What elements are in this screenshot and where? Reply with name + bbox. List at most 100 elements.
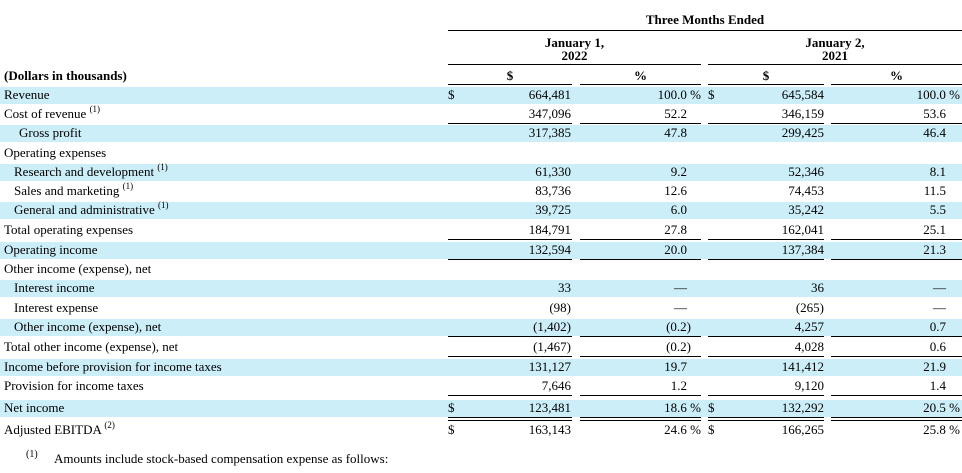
- row-label-text: Sales and marketing: [14, 183, 120, 198]
- percent-cell: 20.0: [664, 242, 687, 257]
- percent-cell: 0.7: [929, 319, 946, 334]
- percent-cell: 8.1: [929, 164, 946, 179]
- dollar-sign: $: [448, 422, 455, 437]
- row-band: [0, 202, 962, 219]
- percent-cell: 47.8: [664, 125, 687, 140]
- amount-cell: (1,467): [533, 339, 571, 354]
- col2-dollar-head: $: [762, 68, 770, 83]
- percent-cell: 25.8 %: [923, 422, 960, 437]
- percent-cell: 21.3: [923, 242, 946, 257]
- amount-cell: 299,425: [781, 125, 824, 140]
- row-label: Interest income: [14, 280, 95, 296]
- row-label-text: Revenue: [4, 87, 50, 102]
- col1-date-line2: 2022: [561, 48, 588, 63]
- row-label-text: General and administrative: [14, 202, 155, 217]
- row-label: General and administrative (1): [14, 200, 169, 218]
- percent-cell: (0.2): [666, 339, 691, 354]
- row-band: [0, 280, 962, 297]
- row-label: Adjusted EBITDA (2): [4, 420, 115, 438]
- total-rule: [580, 123, 701, 124]
- total-rule: [448, 259, 572, 260]
- amount-cell: 137,384: [781, 242, 824, 257]
- row-label-text: Cost of revenue: [4, 106, 87, 121]
- percent-cell: 5.5: [929, 202, 946, 217]
- col1-date-rule: [448, 64, 701, 65]
- total-rule: [580, 356, 701, 357]
- percent-cell: 46.4: [923, 125, 946, 140]
- row-label: Other income (expense), net: [14, 319, 161, 335]
- total-rule: [708, 395, 824, 396]
- total-rule: [448, 395, 572, 396]
- row-label-text: Interest expense: [14, 300, 99, 315]
- total-rule: [448, 356, 572, 357]
- row-label: Operating expenses: [4, 145, 106, 161]
- percent-cell: 1.4: [929, 378, 946, 393]
- dollar-sign: $: [708, 422, 715, 437]
- total-rule: [580, 336, 701, 337]
- amount-cell: 7,646: [541, 378, 571, 393]
- col1-dollar-head-rule: [448, 84, 572, 85]
- percent-cell: 0.6: [929, 339, 946, 354]
- row-label: Total operating expenses: [4, 222, 133, 238]
- col2-pct-head-rule: [831, 84, 962, 85]
- total-rule: [580, 239, 701, 240]
- amount-cell: 4,257: [794, 319, 824, 334]
- footnote-ref: (1): [157, 162, 168, 172]
- total-rule: [708, 239, 824, 240]
- percent-cell: —: [674, 280, 687, 295]
- amount-cell: 132,594: [528, 242, 571, 257]
- row-label: Interest expense: [14, 300, 98, 316]
- row-band: [0, 359, 962, 376]
- double-rule: [708, 417, 824, 421]
- row-label: Research and development (1): [14, 162, 168, 180]
- footnote-ref: (1): [122, 181, 134, 191]
- footnote-text: Amounts include stock-based compensation…: [54, 451, 389, 466]
- amount-cell: 39,725: [535, 202, 571, 217]
- col1-date-line1: January 1,: [544, 35, 605, 50]
- total-rule: [708, 123, 824, 124]
- total-rule: [831, 123, 962, 124]
- row-label-text: Income before provision for income taxes: [4, 359, 222, 374]
- amount-cell: 162,041: [781, 222, 824, 237]
- row-band: [0, 319, 962, 336]
- amount-cell: 346,159: [781, 106, 824, 121]
- amount-cell: 141,412: [781, 359, 824, 374]
- row-label: Gross profit: [19, 125, 81, 141]
- row-label-text: Other income (expense), net: [4, 261, 152, 276]
- total-rule: [708, 259, 824, 260]
- row-label-text: Research and development: [14, 164, 155, 179]
- row-label: Other income (expense), net: [4, 261, 151, 277]
- total-rule: [708, 356, 824, 357]
- amount-cell: 36: [811, 280, 824, 295]
- row-label-text: Operating income: [4, 242, 98, 257]
- row-label-text: Provision for income taxes: [4, 378, 144, 393]
- col1-pct-head-rule: [580, 84, 701, 85]
- row-label-text: Gross profit: [19, 125, 82, 140]
- col2-date-line2: 2021: [822, 48, 848, 63]
- percent-cell: 6.0: [670, 202, 687, 217]
- footnote-marker: (1): [26, 449, 38, 460]
- col2-dollar-head-rule: [708, 84, 824, 85]
- row-label: Revenue: [4, 87, 49, 103]
- percent-cell: 18.6 %: [664, 400, 701, 415]
- total-rule: [831, 259, 962, 260]
- amount-cell: (1,402): [533, 319, 571, 334]
- col1-pct-head: %: [634, 68, 647, 83]
- footnote-ref: (1): [89, 104, 101, 114]
- percent-cell: 9.2: [670, 164, 687, 179]
- amount-cell: 83,736: [535, 183, 571, 198]
- row-band: [0, 242, 962, 259]
- percent-cell: 100.0 %: [657, 87, 701, 102]
- row-label: Total other income (expense), net: [4, 339, 178, 355]
- percent-cell: 19.7: [664, 359, 687, 374]
- percent-cell: 12.6: [664, 183, 687, 198]
- row-label-text: Interest income: [14, 280, 95, 295]
- row-band: [0, 87, 962, 104]
- period-title: Three Months Ended: [645, 12, 765, 27]
- amount-cell: 33: [558, 280, 571, 295]
- row-label: Sales and marketing (1): [14, 181, 134, 199]
- col2-date-rule: [708, 64, 962, 65]
- row-label: Operating income: [4, 242, 98, 258]
- row-label-text: Net income: [4, 400, 65, 415]
- double-rule: [448, 417, 572, 421]
